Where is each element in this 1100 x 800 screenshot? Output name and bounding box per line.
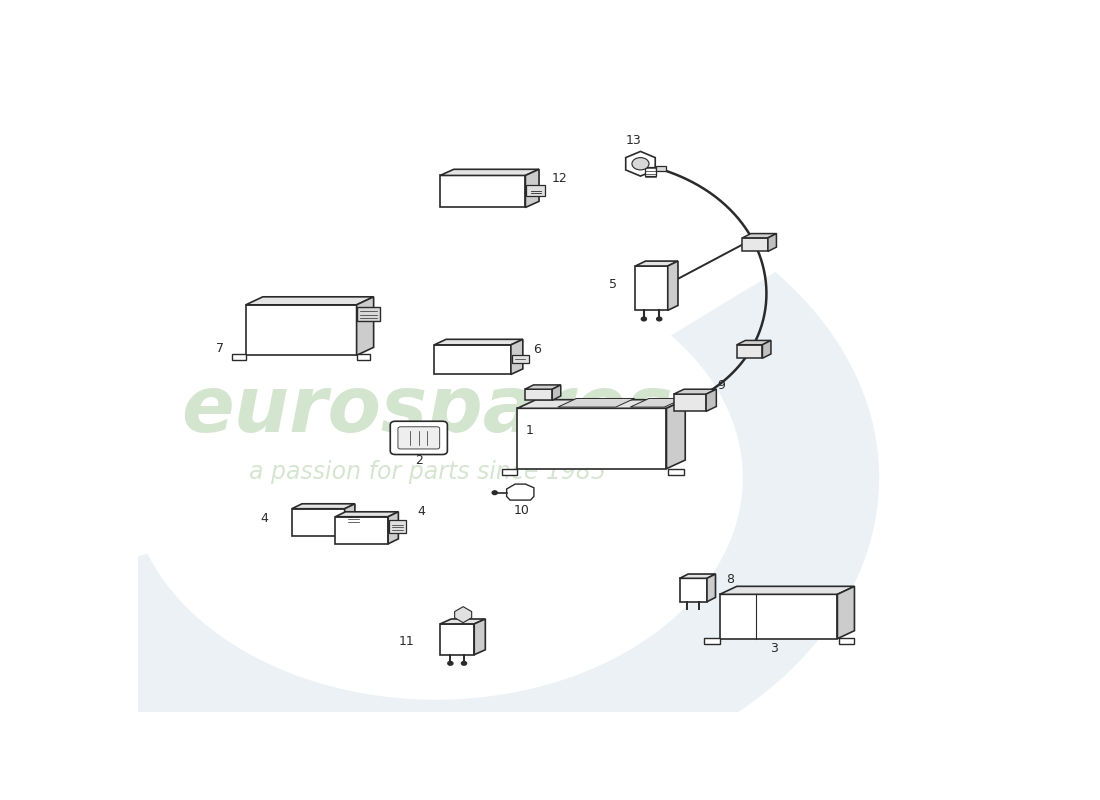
Polygon shape	[345, 513, 363, 525]
Polygon shape	[526, 186, 544, 196]
Polygon shape	[645, 167, 656, 176]
Polygon shape	[517, 400, 685, 408]
Circle shape	[657, 317, 662, 321]
Polygon shape	[292, 509, 344, 536]
Polygon shape	[680, 578, 707, 602]
Text: 10: 10	[514, 504, 530, 517]
Polygon shape	[558, 398, 635, 407]
Polygon shape	[839, 638, 855, 644]
Polygon shape	[737, 345, 762, 358]
Polygon shape	[440, 170, 539, 175]
Text: 2: 2	[415, 454, 422, 467]
Circle shape	[462, 662, 466, 665]
Text: 4: 4	[417, 505, 425, 518]
Polygon shape	[525, 385, 561, 390]
Polygon shape	[389, 521, 406, 533]
Circle shape	[448, 662, 453, 665]
Polygon shape	[837, 586, 855, 638]
Polygon shape	[454, 606, 472, 622]
Polygon shape	[502, 469, 517, 475]
Circle shape	[641, 317, 647, 321]
Circle shape	[631, 158, 649, 170]
Polygon shape	[434, 345, 510, 374]
Polygon shape	[232, 354, 245, 360]
Polygon shape	[762, 341, 771, 358]
Polygon shape	[434, 339, 522, 345]
Polygon shape	[704, 638, 719, 644]
Polygon shape	[292, 504, 355, 509]
Polygon shape	[719, 586, 855, 594]
Text: 8: 8	[726, 573, 734, 586]
Polygon shape	[668, 261, 678, 310]
Polygon shape	[440, 619, 485, 624]
Polygon shape	[525, 390, 552, 400]
Text: 12: 12	[552, 172, 568, 185]
FancyBboxPatch shape	[390, 422, 448, 454]
Polygon shape	[510, 339, 522, 374]
Polygon shape	[517, 408, 667, 469]
Polygon shape	[667, 400, 685, 469]
Polygon shape	[356, 354, 371, 360]
Polygon shape	[336, 517, 388, 544]
Polygon shape	[474, 619, 485, 654]
Polygon shape	[706, 390, 716, 411]
Text: 11: 11	[399, 635, 415, 649]
Polygon shape	[636, 266, 668, 310]
Text: 5: 5	[609, 278, 617, 291]
Polygon shape	[526, 170, 539, 207]
Polygon shape	[388, 512, 398, 544]
Polygon shape	[626, 151, 656, 176]
Polygon shape	[673, 394, 706, 411]
Polygon shape	[630, 398, 683, 407]
Polygon shape	[719, 594, 837, 638]
Polygon shape	[656, 166, 666, 171]
Polygon shape	[512, 354, 529, 363]
Polygon shape	[344, 504, 355, 536]
Text: a passion for parts since 1985: a passion for parts since 1985	[249, 460, 606, 484]
Polygon shape	[440, 175, 526, 207]
Text: 4: 4	[260, 512, 268, 526]
Text: eurospares: eurospares	[182, 372, 673, 448]
Text: 7: 7	[217, 342, 224, 355]
Polygon shape	[245, 297, 374, 305]
Polygon shape	[552, 385, 561, 400]
Polygon shape	[742, 238, 768, 251]
Text: 1: 1	[526, 423, 534, 437]
Polygon shape	[356, 297, 374, 355]
Polygon shape	[507, 484, 534, 500]
Polygon shape	[440, 624, 474, 654]
Circle shape	[492, 491, 497, 494]
Polygon shape	[20, 272, 879, 798]
Polygon shape	[668, 469, 683, 475]
Text: 13: 13	[626, 134, 641, 147]
Polygon shape	[336, 512, 398, 517]
Polygon shape	[707, 574, 715, 602]
Polygon shape	[742, 234, 777, 238]
Polygon shape	[737, 341, 771, 345]
Polygon shape	[680, 574, 715, 578]
Polygon shape	[356, 306, 381, 322]
Text: 9: 9	[717, 379, 725, 392]
Text: 3: 3	[770, 642, 779, 655]
FancyBboxPatch shape	[398, 426, 440, 449]
Polygon shape	[673, 390, 716, 394]
Polygon shape	[245, 305, 356, 355]
Text: 6: 6	[534, 343, 541, 357]
Polygon shape	[636, 261, 678, 266]
Polygon shape	[768, 234, 777, 251]
